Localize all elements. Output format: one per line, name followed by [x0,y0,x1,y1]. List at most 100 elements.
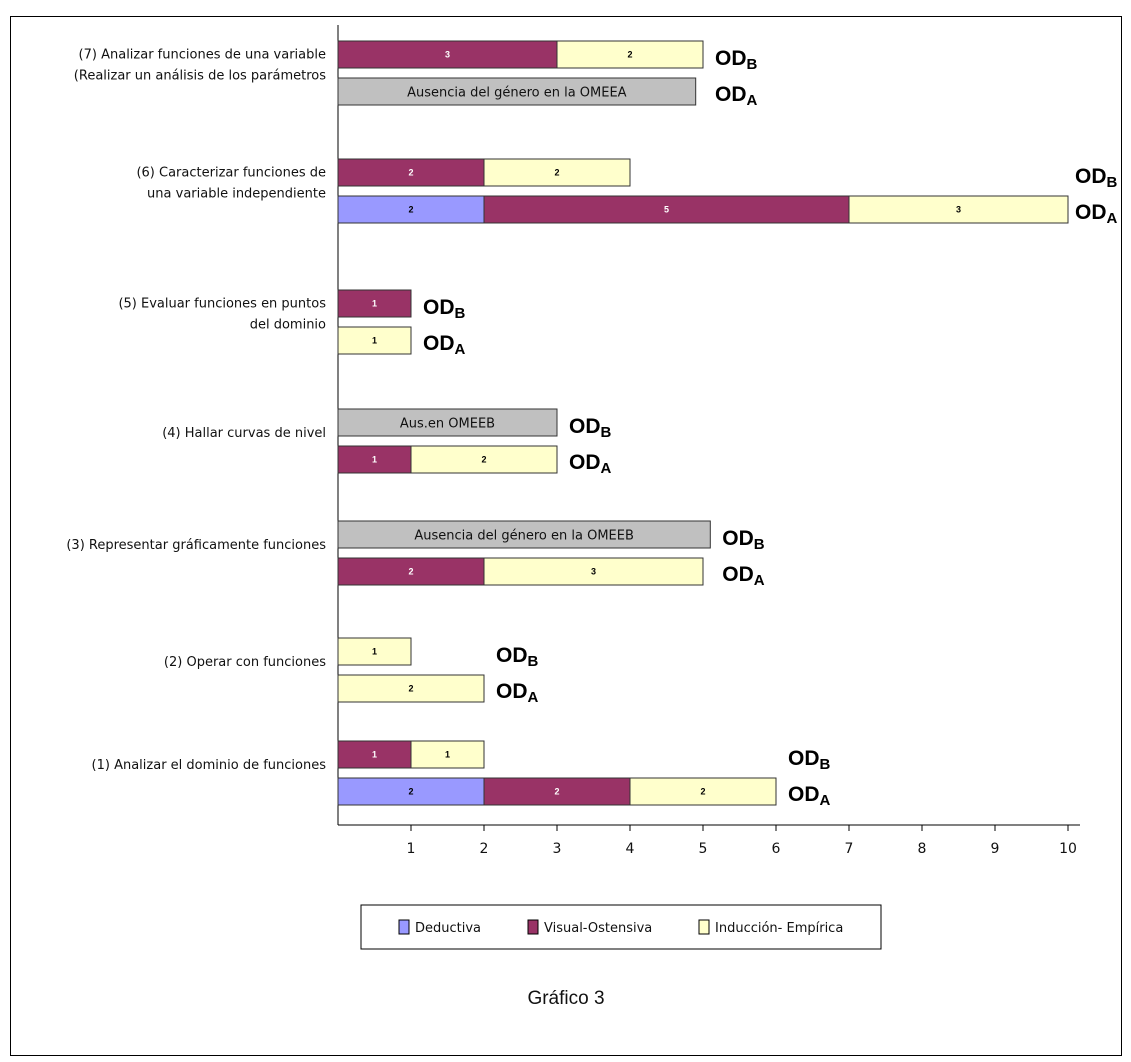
od-a-label-c7-subscript: A [747,92,758,109]
chart-caption: Gráfico 3 [527,988,604,1009]
bar-c3-od-a-seg-0-label: 2 [408,567,413,577]
x-tick-label-8: 8 [918,841,927,857]
od-b-label-c6: ODB [1075,165,1118,191]
x-tick-label-1: 1 [407,841,416,857]
bar-c7-od-b-seg-1 [556,40,704,69]
od-a-label-c2: ODA [496,680,539,706]
bar-c3-od-a-seg-1 [483,557,704,586]
od-a-label-c1: ODA [788,783,831,809]
x-tick-label-9: 9 [991,841,1000,857]
bar-c4-od-b-absent [337,408,558,437]
x-tick-label-3: 3 [553,841,562,857]
bar-c7-od-b-seg-0-label: 3 [445,50,450,60]
category-label-c4-line-0: (4) Hallar curvas de nivel [162,426,326,441]
category-label-c3-line-0: (3) Representar gráficamente funciones [66,538,326,553]
od-b-label-c2-subscript: B [528,653,539,670]
bar-c3-od-a-seg-1-label: 3 [591,567,596,577]
bar-c6-od-a-seg-2 [848,195,1069,224]
od-a-label-c4-subscript: A [601,460,612,477]
category-label-c1-line-0: (1) Analizar el dominio de funciones [92,758,327,773]
bar-c4-od-a-seg-1 [410,445,558,474]
category-label-c5-line-0: (5) Evaluar funciones en puntos [118,297,326,312]
bar-c6-od-b-seg-1-label: 2 [554,168,559,178]
x-tick-label-5: 5 [699,841,708,857]
od-b-label-c4: ODB [569,415,612,441]
legend-swatch-2 [698,919,710,935]
bar-c7-od-a-absent [337,77,697,106]
od-b-label-c6-subscript: B [1107,174,1118,191]
category-label-c5-line-1: del dominio [250,318,326,333]
x-tick-label-2: 2 [480,841,489,857]
bar-c3-od-a-seg-0 [337,557,485,586]
od-a-label-c5-subscript: A [455,341,466,358]
bar-c5-od-a-seg-0-label: 1 [372,336,377,346]
legend-swatch-1 [527,919,539,935]
bar-c1-od-a-seg-0-label: 2 [408,787,413,797]
legend-box [360,904,882,950]
bar-c2-od-a-seg-0-label: 2 [408,684,413,694]
bar-c5-od-b-seg-0-label: 1 [372,299,377,309]
od-b-label-c2: ODB [496,644,539,670]
bar-c4-od-b-absent-label: Aus.en OMEEB [400,417,495,432]
bar-c3-od-b-absent-label: Ausencia del género en la OMEEB [414,529,634,544]
bar-c7-od-a-absent-label: Ausencia del género en la OMEEA [407,86,627,101]
od-a-label-c3-subscript: A [754,572,765,589]
category-label-c7-line-1: (Realizar un análisis de los parámetros [74,69,326,84]
od-a-label-c1-subscript: A [820,792,831,809]
od-a-label-c6-subscript: A [1107,210,1118,227]
bar-c6-od-a-seg-1-label: 5 [664,205,669,215]
bar-c1-od-b-seg-0-label: 1 [372,750,377,760]
bar-c6-od-b-seg-0 [337,158,485,187]
chart-frame: 1 2 3 4 5 6 7 8 9 10 3 2 Ausencia del género en la O… [10,16,1122,1056]
bar-c1-od-b-seg-1 [410,740,485,769]
od-a-label-c7: ODA [715,83,758,109]
bar-c1-od-a-seg-2 [629,777,777,806]
bar-c1-od-a-seg-1 [483,777,631,806]
bar-c2-od-b-seg-0-label: 1 [372,647,377,657]
od-b-label-c3: ODB [722,527,765,553]
bar-c1-od-a-seg-2-label: 2 [700,787,705,797]
bar-c1-od-a-seg-1-label: 2 [554,787,559,797]
od-b-label-c7: ODB [715,47,758,73]
bar-c6-od-a-seg-1 [483,195,850,224]
bar-c2-od-b-seg-0 [337,637,412,666]
legend-label-1: Visual-Ostensiva [544,921,652,936]
bar-c6-od-a-seg-2-label: 3 [956,205,961,215]
category-label-c6-line-0: (6) Caracterizar funciones de [136,166,326,181]
bar-c4-od-a-seg-0-label: 1 [372,455,377,465]
od-b-label-c7-subscript: B [747,56,758,73]
bar-c6-od-b-seg-1 [483,158,631,187]
bar-c7-od-b-seg-1-label: 2 [627,50,632,60]
stacked-bar-chart: 1 2 3 4 5 6 7 8 9 10 3 2 Ausencia del género en la O… [66,25,1118,1009]
od-b-label-c3-subscript: B [754,536,765,553]
od-b-label-c4-subscript: B [601,424,612,441]
x-tick-label-7: 7 [845,841,854,857]
od-a-label-c2-subscript: A [528,689,539,706]
bar-c3-od-b-absent [337,520,711,549]
legend-swatch-0 [398,919,410,935]
od-a-label-c3: ODA [722,563,765,589]
bar-c5-od-a-seg-0 [337,326,412,355]
category-label-c7-line-0: (7) Analizar funciones de una variable [79,48,326,63]
bar-c1-od-a-seg-0 [337,777,485,806]
category-label-c6-line-1: una variable independiente [147,187,326,202]
od-a-label-c6: ODA [1075,201,1118,227]
bar-c7-od-b-seg-0 [337,40,558,69]
od-b-label-c5: ODB [423,296,466,322]
x-tick-label-10: 10 [1059,841,1077,857]
bar-c6-od-a-seg-0-label: 2 [408,205,413,215]
od-b-label-c1: ODB [788,747,831,773]
bar-c4-od-a-seg-1-label: 2 [481,455,486,465]
od-b-label-c5-subscript: B [455,305,466,322]
x-tick-label-4: 4 [626,841,635,857]
od-b-label-c1-subscript: B [820,756,831,773]
x-tick-label-6: 6 [772,841,781,857]
bar-c6-od-b-seg-0-label: 2 [408,168,413,178]
legend-label-2: Inducción- Empírica [715,921,843,936]
bar-c1-od-b-seg-1-label: 1 [445,750,450,760]
od-a-label-c4: ODA [569,451,612,477]
bar-c5-od-b-seg-0 [337,289,412,318]
legend-label-0: Deductiva [415,921,481,936]
bar-c2-od-a-seg-0 [337,674,485,703]
od-a-label-c5: ODA [423,332,466,358]
